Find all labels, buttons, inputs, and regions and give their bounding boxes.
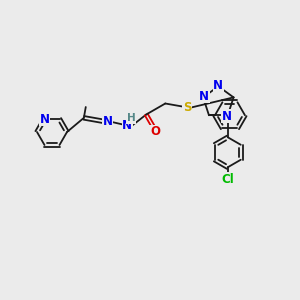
Text: N: N	[103, 115, 112, 128]
Text: N: N	[199, 90, 209, 103]
Text: N: N	[222, 110, 232, 123]
Text: S: S	[183, 101, 191, 114]
Text: O: O	[150, 125, 160, 138]
Text: N: N	[40, 112, 50, 125]
Text: N: N	[40, 112, 50, 125]
Text: S: S	[183, 101, 191, 114]
Text: N: N	[122, 119, 132, 132]
Text: Cl: Cl	[221, 173, 234, 186]
Text: N: N	[213, 79, 224, 92]
Text: H: H	[127, 113, 136, 124]
Text: N: N	[199, 90, 209, 103]
Text: H: H	[127, 113, 136, 124]
Text: Cl: Cl	[221, 173, 234, 186]
Text: N: N	[222, 110, 232, 123]
Text: N: N	[213, 79, 224, 92]
Text: N: N	[122, 119, 132, 132]
Text: N: N	[103, 115, 112, 128]
Text: O: O	[150, 125, 160, 138]
